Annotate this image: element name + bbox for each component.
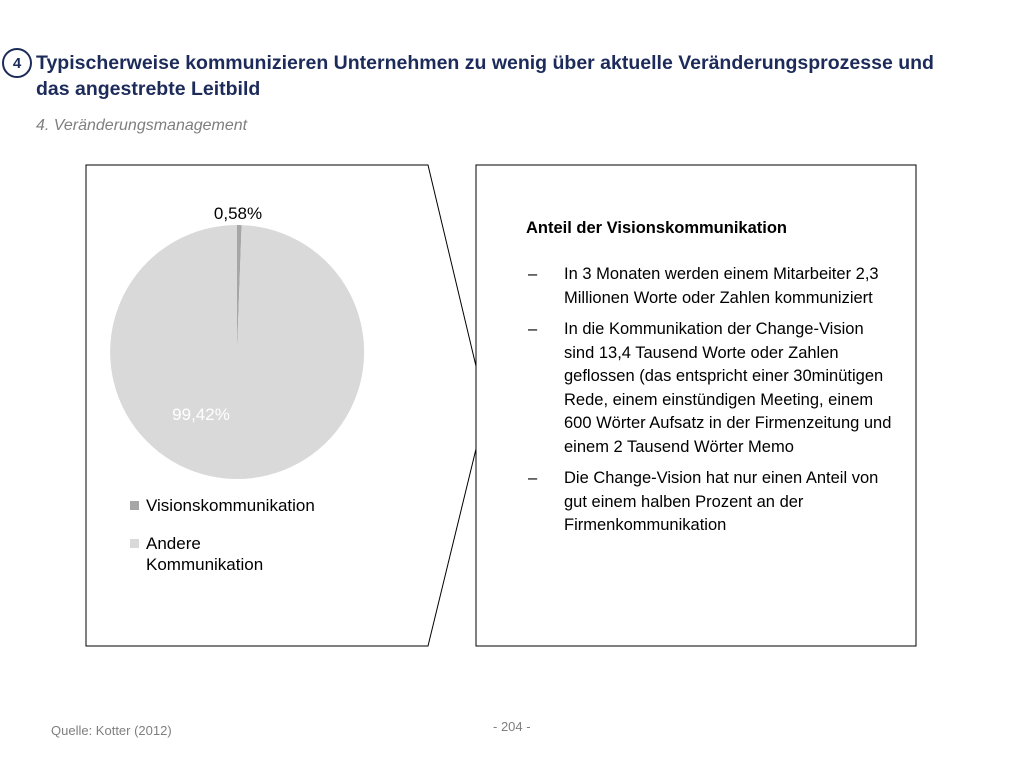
chart-legend: Visionskommunikation Andere Kommunikatio… [128,495,388,592]
source-note: Quelle: Kotter (2012) [51,723,172,738]
dash-icon: – [528,265,538,283]
dash-icon: – [528,320,538,338]
pie-slice-andere-kommunikation [110,225,365,479]
legend-swatch-visionskommunikation [130,501,139,510]
pie-chart [110,224,365,479]
data-label-visionskommunikation: 0,58% [214,204,262,223]
page-subtitle: 4. Veränderungsmanagement [36,117,248,134]
pie-slice-visionskommunikation [237,224,242,352]
legend-label: Andere Kommunikation [146,534,264,574]
legend-swatch-andere-kommunikation [130,539,139,548]
dash-icon: – [528,469,538,487]
info-text-box: Anteil der Visionskommunikation – In 3 M… [526,217,901,546]
bullet-item: – In 3 Monaten werden einem Mitarbeiter … [526,263,901,310]
section-number-badge: 4 [2,48,32,78]
legend-item-visionskommunikation: Visionskommunikation [128,495,388,516]
bullet-text: Die Change-Vision hat nur einen Anteil v… [564,469,879,534]
bullet-text: In 3 Monaten werden einem Mitarbeiter 2,… [564,265,879,307]
page-number: - 204 - [493,719,531,734]
legend-item-andere-kommunikation: Andere Kommunikation [128,533,388,575]
bullet-item: – Die Change-Vision hat nur einen Anteil… [526,467,901,538]
bullet-text: In die Kommunikation der Change-Vision s… [564,320,892,456]
data-label-andere-kommunikation: 99,42% [172,405,230,424]
info-heading: Anteil der Visionskommunikation [526,219,787,237]
page-title: Typischerweise kommunizieren Unternehmen… [36,52,934,100]
right-panel-frame [475,164,917,647]
bullet-item: – In die Kommunikation der Change-Vision… [526,318,901,459]
legend-label: Visionskommunikation [146,496,315,515]
